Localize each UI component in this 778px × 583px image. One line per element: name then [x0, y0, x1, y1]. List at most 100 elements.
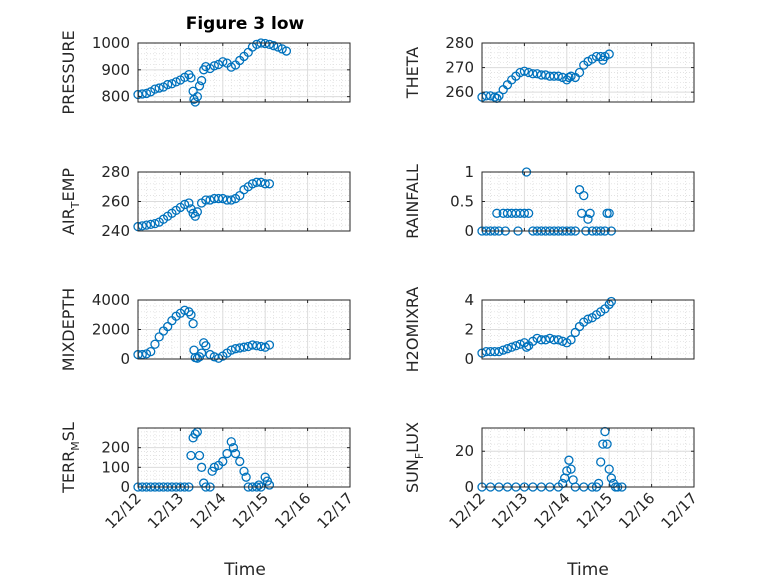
y-tick-label: 4 [464, 291, 474, 309]
data-point [583, 214, 593, 224]
data-point [264, 340, 275, 350]
y-axis-label-main: H2OMIXRA [403, 287, 422, 373]
y-axis-label-main: MIXDEPTH [59, 288, 78, 371]
y-tick-label: 260 [445, 83, 474, 101]
y-axis-label-tail: LUX [403, 422, 422, 453]
data-point [553, 335, 563, 345]
data-point [235, 343, 245, 353]
subplot-rainfall: 0 0.5 1 RAINFALL [403, 163, 695, 240]
data-point [188, 318, 198, 329]
y-tick-label: 0 [464, 350, 474, 368]
data-point [247, 340, 258, 350]
y-tick-label: 800 [101, 88, 130, 106]
y-tick-label: 0.5 [450, 193, 474, 211]
subplot-pressure: 800 900 1000 PRESSURE [59, 30, 351, 115]
data-point [574, 67, 585, 78]
data-point [260, 38, 270, 49]
x-tick-label: 12/17 [314, 489, 357, 532]
data-point [564, 455, 574, 465]
axes-box [137, 427, 351, 488]
data-point [553, 71, 563, 81]
data-point [260, 179, 270, 189]
data-point [199, 338, 209, 348]
data-point [146, 346, 156, 357]
data-point [171, 77, 181, 87]
y-axis-label: PRESSURE [59, 30, 78, 114]
data-point [226, 437, 236, 447]
y-axis-label: THETA [403, 47, 422, 99]
data-point [194, 81, 205, 91]
y-tick-label: 280 [101, 163, 130, 181]
y-axis-label-subscript: T [69, 201, 82, 209]
y-tick-label: 2 [464, 321, 474, 339]
y-tick-label: 4000 [92, 291, 130, 309]
y-axis-label-subscript: M [69, 441, 82, 451]
data-point [230, 448, 241, 459]
data-point [201, 195, 211, 205]
data-point [184, 198, 194, 208]
y-axis-label-subscript: F [413, 453, 426, 459]
data-point [190, 429, 200, 439]
data-point [562, 466, 572, 476]
data-point [519, 208, 530, 218]
data-point [264, 179, 275, 189]
y-axis-label-main: RAINFALL [403, 164, 422, 239]
data-point [146, 219, 156, 230]
y-tick-label: 270 [445, 59, 474, 77]
data-point [218, 57, 228, 67]
data-point [583, 314, 593, 324]
y-tick-label: 240 [101, 222, 130, 240]
x-tick-label: 12/13 [488, 489, 531, 532]
data-point [141, 88, 152, 99]
x-tick-label: 12/16 [271, 489, 314, 532]
axes-box [481, 42, 695, 103]
data-point [598, 439, 608, 449]
data-point [502, 344, 513, 354]
data-point [190, 211, 200, 221]
data-point [163, 79, 173, 90]
data-point [566, 71, 576, 81]
y-tick-label: 900 [101, 61, 130, 79]
data-point [606, 296, 616, 307]
data-point [150, 84, 160, 94]
data-point [247, 179, 258, 189]
figure-title: Figure 3 low [186, 14, 305, 34]
data-point [141, 220, 152, 230]
data-point [241, 472, 251, 482]
data-point [186, 73, 196, 83]
axes-box [481, 427, 695, 488]
data-point [490, 346, 500, 357]
data-point [209, 462, 219, 472]
data-point [226, 195, 236, 205]
data-point [235, 456, 245, 467]
x-tick-label: 12/13 [144, 489, 187, 532]
y-axis-label-main: SUN [403, 459, 422, 493]
data-point [579, 190, 589, 201]
x-tick-label: 12/15 [573, 489, 616, 532]
data-point [494, 346, 504, 357]
y-axis-label: H2OMIXRA [403, 287, 422, 373]
data-point [228, 443, 239, 453]
data-point [194, 450, 205, 461]
y-axis-label-tail: SL [59, 422, 78, 441]
data-point [186, 310, 196, 320]
data-point [256, 341, 266, 352]
y-axis-label: TERRMSL [59, 422, 82, 494]
y-axis-label-main: THETA [403, 47, 422, 99]
y-tick-label: 0 [464, 478, 474, 496]
subplot-mixdepth: 0 2000 4000 MIXDEPTH [59, 288, 351, 371]
data-point [523, 208, 534, 218]
plot-area [482, 428, 694, 487]
x-tick-label: 12/15 [229, 489, 272, 532]
y-tick-label: 260 [101, 193, 130, 211]
data-point [602, 439, 612, 449]
x-tick-label: 12/14 [186, 489, 229, 532]
data-point [167, 79, 177, 89]
data-point [179, 305, 190, 315]
data-point [192, 91, 203, 102]
data-point [585, 208, 595, 218]
data-point [604, 464, 614, 474]
y-axis-label-main: TERR [59, 451, 78, 494]
